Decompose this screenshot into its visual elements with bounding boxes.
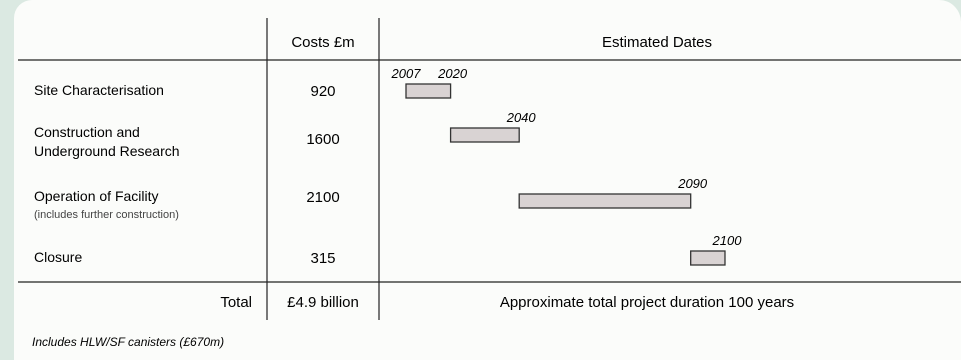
footnote: Includes HLW/SF canisters (£670m) [32,335,224,349]
phase-cost: 315 [310,250,335,267]
phase-bar [518,193,692,209]
phase-label: Site Characterisation [34,82,164,98]
phase-label: Operation of Facility [34,188,159,204]
total-duration: Approximate total project duration 100 y… [500,294,794,311]
phase-cost: 920 [310,83,335,100]
bar-end-year: 2090 [677,176,708,191]
bar-end-year: 2020 [437,66,468,81]
phase-label: Underground Research [34,143,180,159]
dates-header: Estimated Dates [602,34,712,51]
bar-start-year: 2007 [391,66,422,81]
phase-sublabel: (includes further construction) [34,209,179,221]
cost-schedule-panel: Costs £m Estimated Dates Site Characteri… [14,0,961,360]
phase-label: Construction and [34,124,140,140]
bar-end-year: 2100 [712,233,743,248]
phase-rows: Site Characterisation 920 2020 2007 Construc… [34,66,742,267]
cost-schedule-chart: Costs £m Estimated Dates Site Characteri… [18,18,961,349]
phase-label: Closure [34,249,82,265]
phase-bar [449,127,520,143]
total-label: Total [220,294,252,311]
phase-bar [405,83,452,99]
costs-header: Costs £m [291,34,354,51]
total-cost: £4.9 billion [287,294,359,311]
bar-end-year: 2040 [506,110,537,125]
phase-bar [690,250,726,266]
phase-cost: 2100 [306,189,339,206]
phase-cost: 1600 [306,131,339,148]
